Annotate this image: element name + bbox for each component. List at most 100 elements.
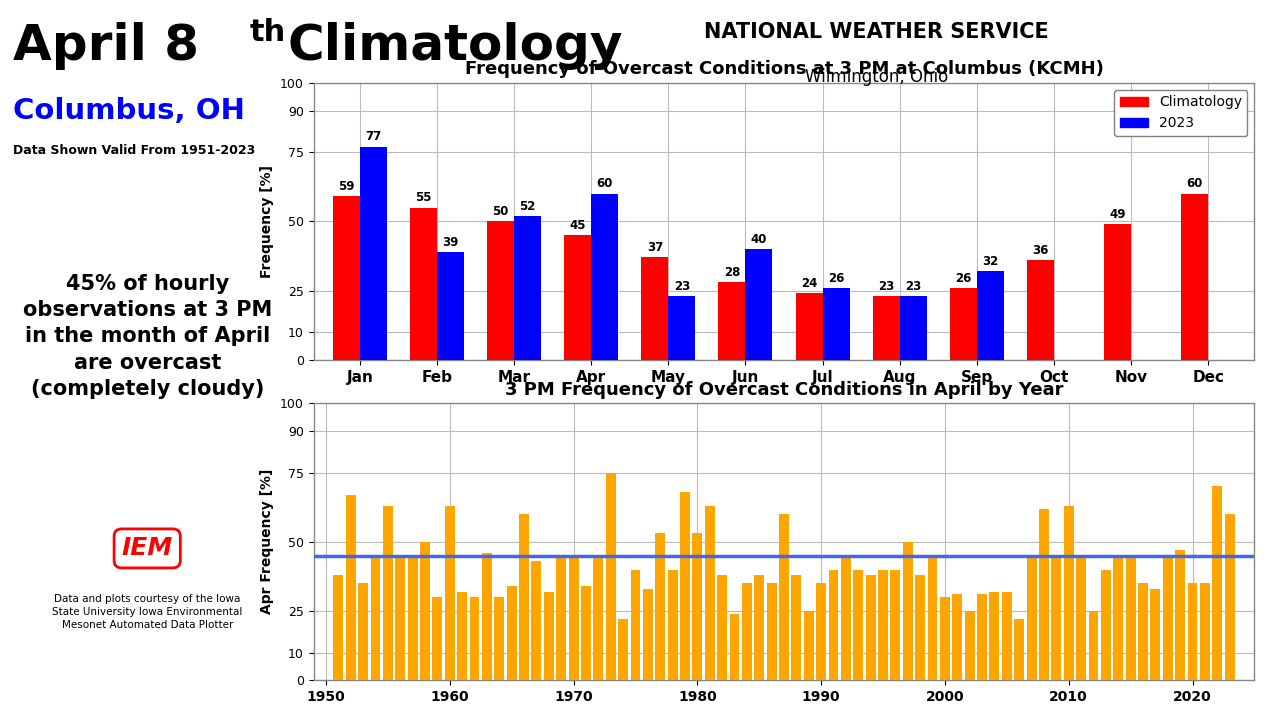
Bar — [796, 294, 823, 360]
Bar — [494, 598, 504, 680]
Text: Wilmington, Ohio: Wilmington, Ohio — [805, 68, 948, 86]
Text: Data Shown Valid From 1951-2023: Data Shown Valid From 1951-2023 — [13, 144, 255, 157]
Bar — [1175, 550, 1185, 680]
Text: 24: 24 — [801, 277, 817, 290]
Bar — [1138, 583, 1148, 680]
Bar — [507, 586, 517, 680]
Bar — [977, 271, 1004, 360]
Bar — [1051, 556, 1061, 680]
Text: 49: 49 — [1110, 208, 1126, 221]
Bar — [1027, 260, 1053, 360]
Bar — [407, 559, 417, 680]
Text: 23: 23 — [905, 280, 922, 293]
Text: 60: 60 — [596, 177, 613, 190]
Text: 37: 37 — [646, 241, 663, 254]
Bar — [1101, 570, 1111, 680]
Text: 52: 52 — [520, 199, 536, 212]
Text: Climatology: Climatology — [288, 22, 623, 70]
Bar — [488, 222, 515, 360]
Text: 26: 26 — [828, 271, 845, 284]
Text: 50: 50 — [493, 205, 508, 218]
Bar — [817, 583, 826, 680]
Text: 23: 23 — [673, 280, 690, 293]
Bar — [420, 541, 430, 680]
Bar — [791, 575, 801, 680]
Bar — [718, 282, 745, 360]
Bar — [410, 207, 436, 360]
Bar — [742, 583, 751, 680]
Bar — [594, 559, 603, 680]
Bar — [346, 495, 356, 680]
Bar — [370, 559, 380, 680]
Text: IEM: IEM — [122, 536, 173, 560]
Bar — [641, 258, 668, 360]
Text: 45: 45 — [570, 219, 586, 232]
Bar — [470, 598, 480, 680]
Bar — [643, 589, 653, 680]
Bar — [1114, 559, 1123, 680]
Bar — [828, 570, 838, 680]
Bar — [754, 575, 764, 680]
Bar — [515, 216, 541, 360]
Bar — [631, 570, 640, 680]
Bar — [1181, 194, 1208, 360]
Text: 26: 26 — [955, 271, 972, 284]
Legend: Climatology, 2023: Climatology, 2023 — [1115, 90, 1248, 136]
Bar — [1064, 505, 1074, 680]
Bar — [333, 197, 360, 360]
Bar — [333, 575, 343, 680]
Bar — [900, 296, 927, 360]
Bar — [1014, 619, 1024, 680]
Text: 77: 77 — [365, 130, 381, 143]
Bar — [433, 598, 443, 680]
Bar — [1212, 487, 1222, 680]
Bar — [1162, 559, 1172, 680]
Bar — [360, 147, 387, 360]
Bar — [564, 235, 591, 360]
Bar — [873, 296, 900, 360]
Bar — [668, 296, 695, 360]
Bar — [1125, 556, 1135, 680]
Text: April 8: April 8 — [13, 22, 198, 70]
Bar — [705, 505, 714, 680]
Bar — [902, 541, 913, 680]
Bar — [445, 505, 454, 680]
Bar — [989, 592, 1000, 680]
Y-axis label: Apr Frequency [%]: Apr Frequency [%] — [260, 469, 274, 614]
Bar — [1105, 224, 1132, 360]
Bar — [655, 534, 666, 680]
Bar — [745, 249, 772, 360]
Bar — [618, 619, 628, 680]
Bar — [1076, 559, 1085, 680]
Title: Frequency of Overcast Conditions at 3 PM at Columbus (KCMH): Frequency of Overcast Conditions at 3 PM… — [465, 60, 1103, 78]
Bar — [1039, 508, 1048, 680]
Bar — [396, 559, 406, 680]
Bar — [977, 595, 987, 680]
Bar — [841, 559, 851, 680]
Bar — [965, 611, 974, 680]
Bar — [940, 598, 950, 680]
Bar — [483, 553, 492, 680]
Text: 55: 55 — [415, 192, 431, 204]
Bar — [891, 570, 900, 680]
Bar — [1188, 583, 1198, 680]
Bar — [568, 559, 579, 680]
Bar — [457, 592, 467, 680]
Bar — [865, 575, 876, 680]
Bar — [952, 595, 963, 680]
Bar — [823, 288, 850, 360]
Bar — [915, 575, 925, 680]
Text: 36: 36 — [1032, 244, 1048, 257]
Bar — [436, 252, 463, 360]
Bar — [557, 559, 566, 680]
Bar — [730, 614, 740, 680]
Text: Columbus, OH: Columbus, OH — [13, 97, 244, 125]
Title: 3 PM Frequency of Overcast Conditions in April by Year: 3 PM Frequency of Overcast Conditions in… — [504, 381, 1064, 399]
Text: 40: 40 — [751, 233, 767, 246]
Bar — [581, 586, 591, 680]
Bar — [605, 472, 616, 680]
Text: 28: 28 — [723, 266, 740, 279]
Text: 32: 32 — [982, 255, 998, 268]
Text: 60: 60 — [1187, 177, 1203, 190]
Text: th: th — [250, 18, 285, 47]
